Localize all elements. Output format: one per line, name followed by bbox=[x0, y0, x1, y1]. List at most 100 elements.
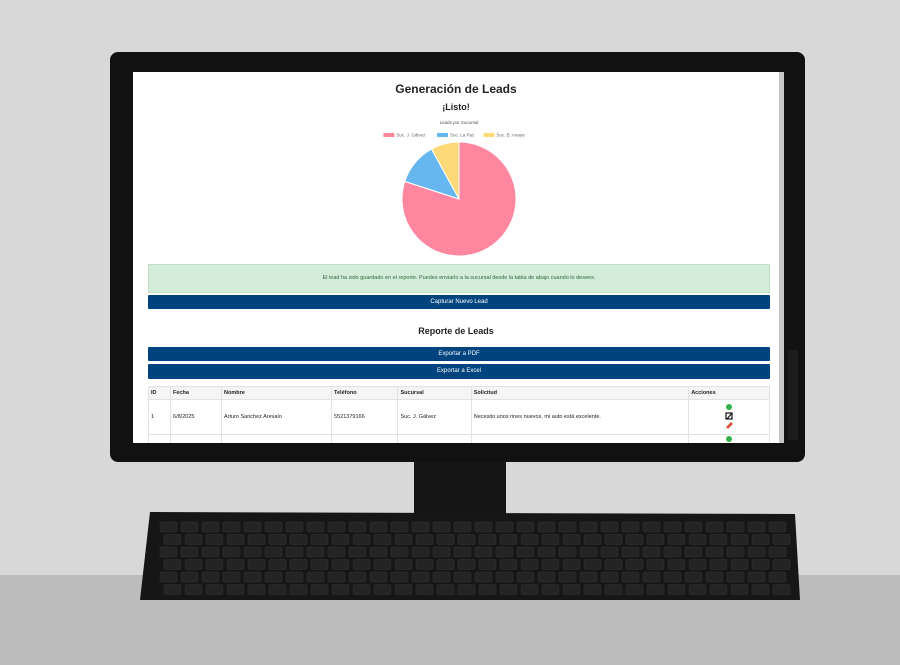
key bbox=[327, 571, 346, 583]
key bbox=[310, 534, 329, 545]
key bbox=[499, 584, 518, 595]
key bbox=[306, 546, 325, 558]
key bbox=[667, 584, 686, 595]
key bbox=[369, 521, 388, 533]
key bbox=[453, 571, 472, 583]
key bbox=[457, 534, 476, 545]
column-header: Fecha bbox=[170, 386, 222, 400]
key bbox=[436, 559, 455, 570]
key bbox=[562, 534, 581, 545]
key bbox=[541, 534, 560, 545]
key bbox=[474, 546, 493, 558]
legend-swatch bbox=[483, 133, 495, 137]
key bbox=[205, 584, 224, 595]
key bbox=[709, 584, 728, 595]
table-cell: 5521379166 bbox=[331, 399, 399, 435]
key bbox=[747, 521, 766, 533]
key bbox=[579, 571, 598, 583]
key bbox=[667, 559, 686, 570]
key bbox=[264, 571, 283, 583]
key bbox=[394, 584, 413, 595]
key bbox=[436, 534, 455, 545]
table-cell bbox=[397, 434, 472, 443]
export-excel[interactable]: Exportar a Excel bbox=[148, 364, 770, 379]
key bbox=[663, 571, 682, 583]
key bbox=[625, 534, 644, 545]
table-cell bbox=[688, 434, 770, 443]
key bbox=[436, 584, 455, 595]
key bbox=[726, 521, 745, 533]
key bbox=[163, 584, 182, 595]
action-icons[interactable] bbox=[724, 403, 734, 429]
key bbox=[268, 534, 287, 545]
legend-swatch bbox=[383, 133, 395, 137]
key bbox=[226, 584, 245, 595]
key bbox=[331, 534, 350, 545]
key bbox=[747, 546, 766, 558]
key bbox=[663, 546, 682, 558]
key bbox=[495, 546, 514, 558]
key bbox=[163, 559, 182, 570]
pie-chart: Leads por Sucursal Suc. J. Gálvez Suc. La… bbox=[383, 120, 525, 257]
table-cell bbox=[470, 434, 690, 443]
key bbox=[499, 534, 518, 545]
status: ¡Listo! bbox=[442, 102, 470, 112]
key bbox=[432, 521, 451, 533]
column-header: Nombre bbox=[220, 386, 333, 400]
key bbox=[222, 571, 241, 583]
key bbox=[432, 546, 451, 558]
key bbox=[180, 571, 199, 583]
key bbox=[331, 559, 350, 570]
key bbox=[373, 584, 392, 595]
key bbox=[205, 559, 224, 570]
key bbox=[394, 534, 413, 545]
key bbox=[159, 546, 178, 558]
key bbox=[352, 559, 371, 570]
key bbox=[520, 559, 539, 570]
key bbox=[411, 571, 430, 583]
key bbox=[709, 559, 728, 570]
key bbox=[768, 546, 787, 558]
key bbox=[730, 584, 749, 595]
key bbox=[604, 534, 623, 545]
report-title: Reporte de Leads bbox=[418, 326, 494, 336]
key bbox=[642, 546, 661, 558]
key bbox=[583, 534, 602, 545]
key bbox=[520, 584, 539, 595]
key bbox=[579, 546, 598, 558]
key bbox=[768, 521, 787, 533]
key bbox=[268, 584, 287, 595]
key bbox=[331, 584, 350, 595]
key bbox=[747, 571, 766, 583]
key bbox=[222, 521, 241, 533]
key bbox=[264, 546, 283, 558]
key bbox=[457, 584, 476, 595]
pie-slice bbox=[401, 141, 517, 257]
export-pdf[interactable]: Exportar a PDF bbox=[148, 347, 770, 361]
capture-button[interactable]: Capturar Nuevo Lead bbox=[148, 295, 770, 309]
key bbox=[541, 584, 560, 595]
table-cell bbox=[147, 434, 172, 443]
key bbox=[726, 571, 745, 583]
key bbox=[201, 546, 220, 558]
key bbox=[159, 571, 178, 583]
key bbox=[583, 584, 602, 595]
key bbox=[390, 571, 409, 583]
key bbox=[369, 571, 388, 583]
key bbox=[432, 571, 451, 583]
key bbox=[625, 584, 644, 595]
key bbox=[604, 559, 623, 570]
key bbox=[705, 521, 724, 533]
key bbox=[583, 559, 602, 570]
key bbox=[621, 521, 640, 533]
key bbox=[478, 584, 497, 595]
legend-label: Suc. J. Gálvez bbox=[396, 133, 426, 138]
key bbox=[348, 546, 367, 558]
key bbox=[222, 546, 241, 558]
key bbox=[495, 571, 514, 583]
table-cell: Suc. J. Gálvez bbox=[397, 399, 472, 435]
action-icons[interactable] bbox=[724, 435, 734, 443]
key bbox=[247, 559, 266, 570]
key bbox=[184, 584, 203, 595]
